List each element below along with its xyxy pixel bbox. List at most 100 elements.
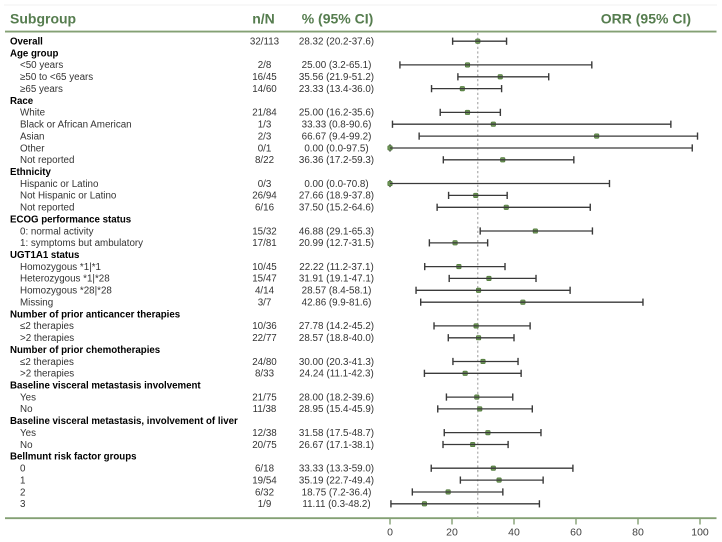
- svg-text:17/81: 17/81: [252, 238, 277, 249]
- svg-text:3: 3: [20, 499, 26, 510]
- svg-text:White: White: [20, 108, 46, 119]
- svg-text:≤2 therapies: ≤2 therapies: [20, 321, 74, 332]
- svg-text:16/45: 16/45: [252, 72, 277, 83]
- svg-text:0: 0: [387, 527, 393, 539]
- svg-text:Overall: Overall: [10, 37, 43, 48]
- svg-text:80: 80: [632, 527, 644, 539]
- svg-text:Yes: Yes: [20, 428, 36, 439]
- svg-text:15/47: 15/47: [252, 274, 277, 285]
- svg-text:24.24 (11.1-42.3): 24.24 (11.1-42.3): [299, 369, 373, 380]
- svg-text:0/1: 0/1: [258, 143, 272, 154]
- svg-text:36.36 (17.2-59.3): 36.36 (17.2-59.3): [299, 155, 374, 166]
- svg-text:Ethnicity: Ethnicity: [10, 167, 52, 178]
- svg-text:Baseline visceral metastasis i: Baseline visceral metastasis involvement: [10, 381, 201, 392]
- svg-text:42.86 (9.9-81.6): 42.86 (9.9-81.6): [302, 298, 372, 309]
- svg-text:Homozygous *1|*1: Homozygous *1|*1: [20, 262, 101, 273]
- svg-text:>2 therapies: >2 therapies: [20, 369, 74, 380]
- svg-text:24/80: 24/80: [252, 357, 277, 368]
- svg-text:28.32 (20.2-37.6): 28.32 (20.2-37.6): [299, 37, 374, 48]
- svg-text:100: 100: [691, 527, 709, 539]
- svg-text:35.56 (21.9-51.2): 35.56 (21.9-51.2): [299, 72, 374, 83]
- svg-text:2/3: 2/3: [258, 131, 272, 142]
- svg-text:31.58 (17.5-48.7): 31.58 (17.5-48.7): [299, 428, 374, 439]
- svg-text:33.33 (13.3-59.0): 33.33 (13.3-59.0): [299, 464, 374, 475]
- svg-text:23.33 (13.4-36.0): 23.33 (13.4-36.0): [299, 84, 374, 95]
- svg-text:10/45: 10/45: [252, 262, 277, 273]
- svg-text:6/32: 6/32: [255, 487, 274, 498]
- svg-text:28.00 (18.2-39.6): 28.00 (18.2-39.6): [299, 392, 374, 403]
- svg-text:Not reported: Not reported: [20, 203, 74, 214]
- svg-text:≥65 years: ≥65 years: [20, 84, 63, 95]
- svg-text:≥50 to <65 years: ≥50 to <65 years: [20, 72, 93, 83]
- svg-text:Not reported: Not reported: [20, 155, 74, 166]
- svg-text:Number of prior anticancer the: Number of prior anticancer therapies: [10, 309, 180, 320]
- svg-text:6/18: 6/18: [255, 464, 275, 475]
- svg-text:37.50 (15.2-64.6): 37.50 (15.2-64.6): [299, 203, 374, 214]
- svg-text:UGT1A1 status: UGT1A1 status: [10, 250, 79, 261]
- svg-text:0/3: 0/3: [258, 179, 272, 190]
- svg-text:Hispanic or Latino: Hispanic or Latino: [20, 179, 99, 190]
- svg-text:25.00 (16.2-35.6): 25.00 (16.2-35.6): [299, 108, 374, 119]
- svg-text:No: No: [20, 404, 33, 415]
- svg-text:28.57 (8.4-58.1): 28.57 (8.4-58.1): [302, 286, 372, 297]
- svg-text:0: 0: [20, 464, 26, 475]
- svg-text:Race: Race: [10, 96, 34, 107]
- svg-text:27.66 (18.9-37.8): 27.66 (18.9-37.8): [299, 191, 374, 202]
- svg-text:Homozygous *28|*28: Homozygous *28|*28: [20, 286, 112, 297]
- svg-text:0.00 (0.0-70.8): 0.00 (0.0-70.8): [304, 179, 368, 190]
- svg-text:2/8: 2/8: [258, 60, 272, 71]
- svg-text:8/33: 8/33: [255, 369, 275, 380]
- svg-text:35.19 (22.7-49.4): 35.19 (22.7-49.4): [299, 475, 374, 486]
- svg-text:0: normal activity: 0: normal activity: [20, 226, 94, 237]
- svg-text:8/22: 8/22: [255, 155, 274, 166]
- svg-text:14/60: 14/60: [252, 84, 277, 95]
- svg-text:22/77: 22/77: [252, 333, 277, 344]
- svg-text:20: 20: [446, 527, 458, 539]
- svg-text:27.78 (14.2-45.2): 27.78 (14.2-45.2): [299, 321, 374, 332]
- svg-text:10/36: 10/36: [252, 321, 277, 332]
- svg-text:% (95% CI): % (95% CI): [302, 11, 374, 27]
- svg-text:19/54: 19/54: [252, 475, 277, 486]
- svg-text:Other: Other: [20, 143, 45, 154]
- svg-text:2: 2: [20, 487, 25, 498]
- svg-text:Bellmunt risk factor groups: Bellmunt risk factor groups: [10, 452, 137, 463]
- svg-text:Baseline visceral metastasis,: Baseline visceral metastasis, involvemen…: [10, 416, 238, 427]
- svg-text:21/84: 21/84: [252, 108, 277, 119]
- svg-text:ORR (95% CI): ORR (95% CI): [601, 11, 691, 27]
- svg-text:n/N: n/N: [252, 11, 275, 27]
- svg-text:1/3: 1/3: [258, 120, 272, 131]
- svg-text:3/7: 3/7: [258, 298, 272, 309]
- svg-text:66.67 (9.4-99.2): 66.67 (9.4-99.2): [302, 131, 372, 142]
- svg-text:60: 60: [570, 527, 582, 539]
- svg-text:Missing: Missing: [20, 298, 53, 309]
- svg-text:28.57 (18.8-40.0): 28.57 (18.8-40.0): [299, 333, 374, 344]
- svg-text:12/38: 12/38: [252, 428, 277, 439]
- svg-text:Yes: Yes: [20, 392, 36, 403]
- svg-text:20.99 (12.7-31.5): 20.99 (12.7-31.5): [299, 238, 374, 249]
- svg-text:18.75 (7.2-36.4): 18.75 (7.2-36.4): [302, 487, 372, 498]
- svg-text:Asian: Asian: [20, 131, 45, 142]
- svg-text:40: 40: [508, 527, 520, 539]
- svg-text:22.22 (11.2-37.1): 22.22 (11.2-37.1): [299, 262, 373, 273]
- svg-text:6/16: 6/16: [255, 203, 275, 214]
- svg-text:ECOG performance status: ECOG performance status: [10, 214, 131, 225]
- svg-text:<50 years: <50 years: [20, 60, 63, 71]
- svg-text:26/94: 26/94: [252, 191, 277, 202]
- svg-text:32/113: 32/113: [250, 37, 280, 48]
- svg-text:11/38: 11/38: [253, 404, 277, 415]
- svg-text:No: No: [20, 440, 33, 451]
- svg-text:46.88 (29.1-65.3): 46.88 (29.1-65.3): [299, 226, 374, 237]
- svg-text:33.33 (0.8-90.6): 33.33 (0.8-90.6): [302, 120, 372, 131]
- svg-text:28.95 (15.4-45.9): 28.95 (15.4-45.9): [299, 404, 374, 415]
- svg-text:31.91 (19.1-47.1): 31.91 (19.1-47.1): [299, 274, 374, 285]
- svg-text:26.67 (17.1-38.1): 26.67 (17.1-38.1): [299, 440, 374, 451]
- svg-text:≤2 therapies: ≤2 therapies: [20, 357, 74, 368]
- svg-text:>2 therapies: >2 therapies: [20, 333, 74, 344]
- svg-text:1: symptoms but ambulatory: 1: symptoms but ambulatory: [20, 238, 143, 249]
- svg-text:Subgroup: Subgroup: [10, 11, 76, 27]
- svg-text:20/75: 20/75: [252, 440, 277, 451]
- svg-text:1: 1: [20, 475, 25, 486]
- svg-text:30.00 (20.3-41.3): 30.00 (20.3-41.3): [299, 357, 374, 368]
- svg-text:25.00 (3.2-65.1): 25.00 (3.2-65.1): [302, 60, 372, 71]
- svg-text:Number of prior chemotherapies: Number of prior chemotherapies: [10, 345, 160, 356]
